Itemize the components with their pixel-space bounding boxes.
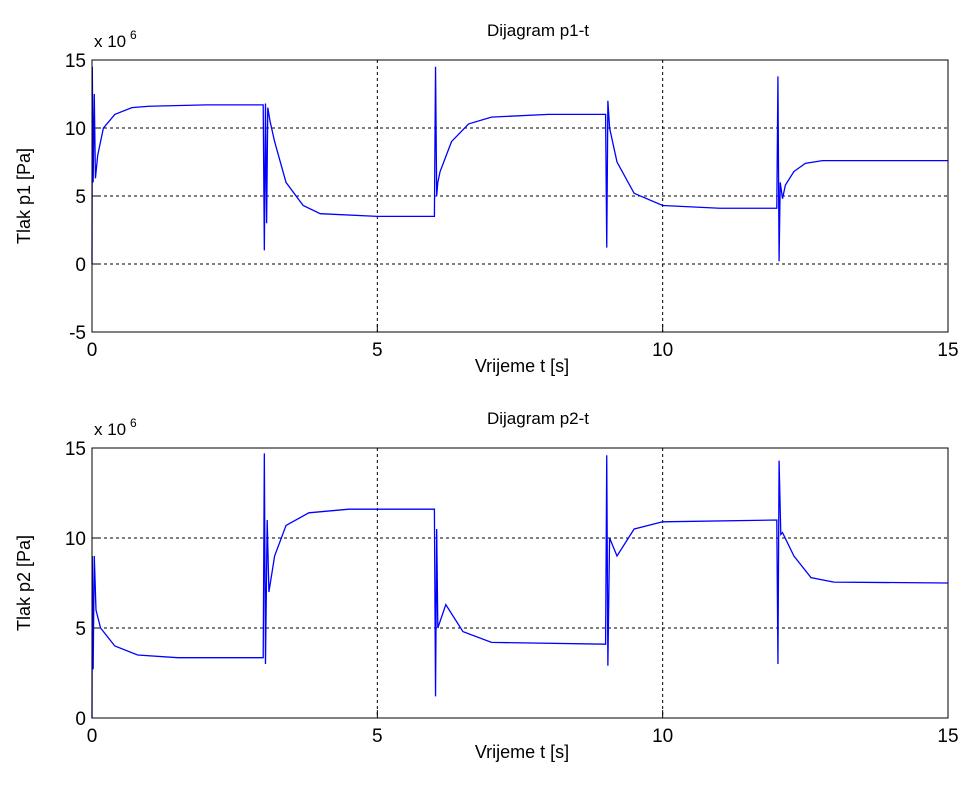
x-tick-label: 15 — [937, 726, 958, 747]
plot-area — [92, 448, 948, 718]
chart-title: Dijagram p2-t — [487, 409, 589, 428]
y-tick-label: 0 — [75, 709, 86, 730]
x-tick-label: 10 — [652, 726, 673, 747]
y-scale-label: x 10 — [94, 420, 126, 439]
y-tick-label: -5 — [69, 323, 86, 344]
data-line — [91, 66, 948, 265]
y-scale-exponent: 6 — [130, 28, 137, 42]
y-tick-label: 15 — [65, 51, 86, 72]
y-tick-label: 5 — [75, 187, 86, 208]
x-tick-label: 0 — [87, 726, 98, 747]
x-tick-label: 15 — [937, 340, 958, 361]
x-tick-label: 5 — [372, 340, 383, 361]
y-tick-label: 15 — [65, 439, 86, 460]
x-axis-label: Vrijeme t [s] — [475, 742, 569, 762]
x-tick-label: 5 — [372, 726, 383, 747]
y-axis-label: Tlak p1 [Pa] — [14, 148, 34, 244]
axes-box — [91, 59, 949, 333]
chart-title: Dijagram p1-t — [487, 21, 589, 40]
y-axis-label: Tlak p2 [Pa] — [14, 535, 34, 631]
x-tick-label: 0 — [87, 340, 98, 361]
y-tick-label: 10 — [65, 119, 86, 140]
x-tick-label: 10 — [652, 340, 673, 361]
axes-box — [91, 447, 949, 719]
y-tick-label: 0 — [75, 255, 86, 276]
y-tick-label: 10 — [65, 529, 86, 550]
y-scale-exponent: 6 — [130, 416, 137, 430]
x-axis-label: Vrijeme t [s] — [475, 356, 569, 376]
data-line — [91, 453, 949, 719]
y-tick-label: 5 — [75, 619, 86, 640]
y-scale-label: x 10 — [94, 32, 126, 51]
